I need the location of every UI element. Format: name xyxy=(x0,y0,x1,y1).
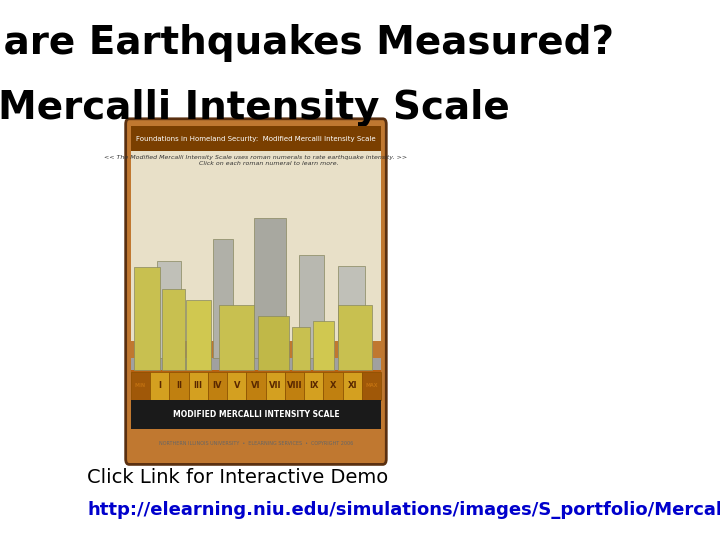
Text: VII: VII xyxy=(269,381,282,390)
Bar xyxy=(131,126,381,151)
Bar xyxy=(300,255,324,358)
Bar xyxy=(189,372,208,400)
Text: VIII: VIII xyxy=(287,381,302,390)
Text: Click Link for Interactive Demo: Click Link for Interactive Demo xyxy=(87,468,389,488)
Bar xyxy=(258,316,289,370)
Bar xyxy=(362,372,381,400)
Text: MAX: MAX xyxy=(365,383,378,388)
Bar xyxy=(292,327,310,370)
Bar xyxy=(246,372,266,400)
Text: http://elearning.niu.edu/simulations/images/S_portfolio/Mercalli/Mercalli_Scale.: http://elearning.niu.edu/simulations/ima… xyxy=(87,501,720,519)
Bar xyxy=(285,372,304,400)
Text: II: II xyxy=(176,381,182,390)
Bar xyxy=(338,266,366,358)
Text: I: I xyxy=(158,381,161,390)
Text: VI: VI xyxy=(251,381,261,390)
Text: << The Modified Mercalli Intensity Scale uses roman numerals to rate earthquake : << The Modified Mercalli Intensity Scale… xyxy=(104,156,408,166)
Text: IX: IX xyxy=(309,381,318,390)
Text: How are Earthquakes Measured?: How are Earthquakes Measured? xyxy=(0,24,613,62)
Bar xyxy=(131,370,381,400)
Bar xyxy=(254,218,286,358)
Bar xyxy=(162,289,185,370)
Bar xyxy=(131,400,381,429)
Bar xyxy=(212,239,233,358)
Bar xyxy=(313,321,334,370)
Bar xyxy=(131,147,381,341)
Bar xyxy=(220,305,254,370)
Bar xyxy=(131,358,381,370)
Bar xyxy=(227,372,246,400)
Text: V: V xyxy=(233,381,240,390)
Text: Foundations in Homeland Security:  Modified Mercalli Intensity Scale: Foundations in Homeland Security: Modifi… xyxy=(136,137,376,143)
Bar xyxy=(208,372,227,400)
Bar xyxy=(323,372,343,400)
Bar xyxy=(266,372,285,400)
Bar xyxy=(131,372,150,400)
Text: IV: IV xyxy=(212,381,222,390)
Text: XI: XI xyxy=(348,381,357,390)
Bar xyxy=(304,372,323,400)
Bar xyxy=(157,261,181,358)
Text: MODIFIED MERCALLI INTENSITY SCALE: MODIFIED MERCALLI INTENSITY SCALE xyxy=(173,410,339,418)
Text: Mercalli Intensity Scale: Mercalli Intensity Scale xyxy=(0,89,510,127)
Bar xyxy=(338,305,372,370)
Bar xyxy=(135,267,161,370)
Text: NORTHERN ILLINOIS UNIVERSITY  •  ELEARNING SERVICES  •  COPYRIGHT 2006: NORTHERN ILLINOIS UNIVERSITY • ELEARNING… xyxy=(159,441,353,447)
Bar xyxy=(169,372,189,400)
Bar xyxy=(343,372,362,400)
FancyBboxPatch shape xyxy=(126,119,386,464)
Text: III: III xyxy=(194,381,203,390)
Bar xyxy=(150,372,169,400)
Text: X: X xyxy=(330,381,336,390)
Text: MIN: MIN xyxy=(135,383,146,388)
Bar xyxy=(186,300,211,370)
